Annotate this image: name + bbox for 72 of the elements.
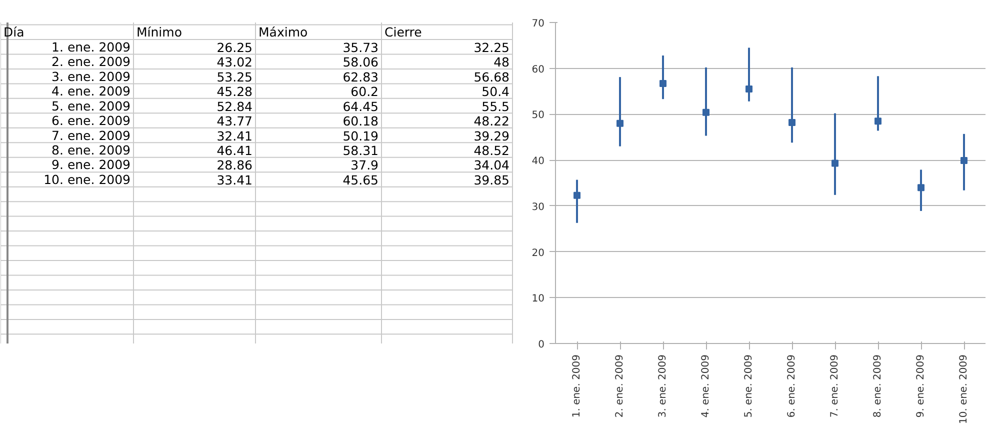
point	[702, 108, 710, 116]
data-label: 50.19	[342, 128, 379, 144]
y-tick-label: 0	[538, 340, 545, 350]
data-label: 45.28	[216, 84, 253, 100]
data-label: 62.83	[342, 69, 379, 84]
x-tick-label: 5. ene. 2009	[744, 354, 754, 418]
data-label: 55.5	[482, 98, 510, 114]
category-label: 7. ene. 2009	[52, 128, 131, 143]
data-label: 52.84	[216, 98, 253, 114]
text: Mínimo	[136, 24, 182, 40]
text: Cierre	[384, 24, 422, 40]
point	[574, 192, 580, 199]
x-tick-label: 3. ene. 2009	[658, 354, 668, 418]
category-label: 3. ene. 2009	[52, 68, 131, 84]
point	[832, 160, 838, 167]
category-label: 6. ene. 2009	[52, 113, 131, 128]
data-label: 39.29	[474, 128, 510, 144]
data-label: 60.18	[342, 114, 379, 129]
y-tick-label: 50	[532, 110, 545, 122]
x-tick-label: 7. ene. 2009	[830, 354, 840, 418]
y-tick-label: 60	[532, 64, 545, 76]
data-label: 50.4	[482, 84, 510, 100]
point	[960, 157, 968, 164]
point	[616, 120, 624, 127]
data-label: 46.41	[216, 143, 253, 158]
y-tick-label: 20	[532, 248, 545, 259]
data-label: 32.41	[216, 128, 253, 144]
category-label: 4. ene. 2009	[52, 84, 131, 99]
x-tick-label: 4. ene. 2009	[700, 354, 712, 418]
text: Máximo	[258, 24, 308, 40]
data-label: 48.52	[474, 143, 510, 158]
category-label: 10. ene. 2009	[44, 172, 131, 187]
data-label: 28.86	[216, 158, 253, 173]
x-tick-label: 1. ene. 2009	[572, 354, 582, 418]
data-label: 26.25	[216, 40, 253, 55]
y-tick-label: 40	[532, 156, 545, 168]
y-tick-label: 70	[532, 18, 545, 30]
data-label: 39.85	[474, 172, 510, 188]
category-label: 5. ene. 2009	[52, 98, 131, 114]
x-tick-label: 9. ene. 2009	[916, 354, 926, 418]
x-tick-label: 8. ene. 2009	[872, 354, 884, 418]
point	[918, 184, 924, 192]
data-label: 48.22	[474, 114, 510, 129]
data-label: 35.73	[342, 40, 379, 55]
category-label: 9. ene. 2009	[52, 157, 131, 172]
y-tick-label: 30	[532, 202, 545, 213]
data-label: 34.04	[474, 158, 510, 173]
data-label: 45.65	[342, 172, 379, 188]
text: Día	[4, 24, 24, 40]
point	[788, 118, 796, 126]
x-tick-label: 10. ene. 2009	[958, 354, 970, 424]
data-label: 48	[494, 54, 510, 70]
data-label: 43.77	[216, 114, 253, 129]
data-label: 58.06	[342, 54, 379, 70]
x-tick-label: 2. ene. 2009	[614, 354, 626, 418]
point	[660, 80, 666, 87]
data-label: 58.31	[342, 143, 379, 158]
y-tick-label: 10	[532, 294, 545, 305]
category-label: 2. ene. 2009	[52, 54, 131, 70]
data-label: 37.9	[350, 158, 379, 173]
x-tick-label: 6. ene. 2009	[786, 354, 798, 418]
point	[874, 118, 882, 125]
category-label: 8. ene. 2009	[52, 142, 131, 158]
data-label: 64.45	[342, 98, 379, 114]
data-label: 43.02	[216, 54, 253, 70]
data-label: 60.2	[350, 84, 379, 100]
category-label: 1. ene. 2009	[52, 39, 131, 54]
data-label: 53.25	[216, 69, 253, 84]
point	[746, 85, 752, 92]
data-label: 32.25	[474, 40, 510, 55]
data-label: 56.68	[474, 69, 510, 84]
data-label: 33.41	[216, 172, 253, 188]
